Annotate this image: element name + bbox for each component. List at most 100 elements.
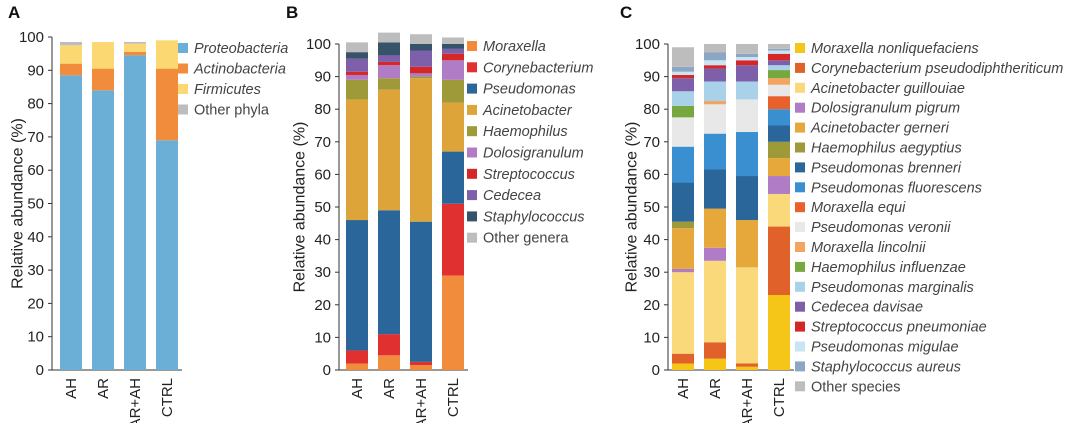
bar-segment-pseudomonas-fluorescens xyxy=(672,146,694,183)
bar-segment-moraxella-lincolnii xyxy=(768,78,790,85)
legend-swatch xyxy=(795,62,805,73)
legend-swatch xyxy=(795,261,805,272)
bar-segment-proteobacteria xyxy=(60,75,82,371)
y-tick-label: 10 xyxy=(643,329,660,346)
y-tick-label: 90 xyxy=(27,62,44,79)
x-tick-label: AR+AH xyxy=(739,378,756,423)
bar-segment-staphylococcus-aureus xyxy=(704,52,726,61)
y-tick-label: 90 xyxy=(643,69,660,86)
bar-segment-moraxella-equi xyxy=(768,96,790,110)
bar-segment-pseudomonas-veronii xyxy=(768,84,790,97)
bar-segment-pseudomonas xyxy=(346,220,368,351)
bar-segment-pseudomonas-veronii xyxy=(736,99,758,133)
bar-segment-streptococcus xyxy=(378,61,400,66)
bar-segment-acinetobacter-gerneri xyxy=(736,220,758,268)
bar-segment-acinetobacter-gerneri xyxy=(768,158,790,177)
bar-segment-pseudomonas-brenneri xyxy=(736,176,758,221)
y-axis-label: Relative abundance (%) xyxy=(624,122,641,293)
bar-segment-staphylococcus-aureus xyxy=(736,53,758,58)
bar-segment-pseudomonas-brenneri xyxy=(768,125,790,142)
legend-label: Streptococcus pneumoniae xyxy=(811,320,987,336)
legend-swatch xyxy=(795,82,805,93)
legend-swatch xyxy=(467,62,477,73)
y-tick-label: 100 xyxy=(635,36,660,53)
bar-segment-moraxella-nonliquefaciens xyxy=(704,358,726,370)
bar-segment-acinetobacter-gerneri xyxy=(672,228,694,269)
bar-segment-staphylococcus-aureus xyxy=(672,66,694,72)
legend-swatch xyxy=(795,43,805,53)
bar-segment-corynebacterium-pseudodiphtheriticum xyxy=(768,226,790,296)
x-tick-label: AR xyxy=(381,378,398,399)
bar-segment-haemophilus-influenzae xyxy=(672,105,694,118)
bar-stack-ar-ah xyxy=(124,41,146,370)
legend-label: Moraxella lincolnii xyxy=(811,240,926,256)
bar-segment-pseudomonas-fluorescens xyxy=(768,109,790,126)
bar-stack-ar xyxy=(92,41,114,370)
y-tick-label: 70 xyxy=(314,134,331,151)
y-axis-label: Relative abundance (%) xyxy=(10,118,27,289)
bar-segment-corynebacterium xyxy=(378,334,400,356)
y-tick-label: 0 xyxy=(323,362,331,379)
bar-segment-pseudomonas-fluorescens xyxy=(704,133,726,170)
legend-label: Pseudomonas brenneri xyxy=(811,160,962,176)
bar-stack-ar xyxy=(378,32,400,370)
bar-segment-moraxella xyxy=(378,355,400,370)
y-tick-label: 20 xyxy=(314,297,331,314)
bar-segment-pseudomonas-migulae xyxy=(736,57,758,61)
y-tick-label: 80 xyxy=(27,96,44,113)
legend-label: Pseudomonas marginalis xyxy=(811,280,974,296)
bar-segment-pseudomonas-migulae xyxy=(672,71,694,75)
bar-segment-other-genera xyxy=(378,32,400,43)
legend-swatch xyxy=(795,182,805,193)
x-tick-label: AH xyxy=(349,378,366,399)
bar-segment-haemophilus xyxy=(410,76,432,79)
legend-swatch xyxy=(795,361,805,372)
legend-swatch xyxy=(795,202,805,213)
bar-segment-other-species xyxy=(736,44,758,54)
bar-stack-ar-ah xyxy=(736,44,758,370)
legend-label: Acinetobacter xyxy=(482,103,573,119)
bar-segment-pseudomonas xyxy=(442,151,464,204)
x-tick-label: CTRL xyxy=(771,378,788,417)
legend-label: Corynebacterium xyxy=(483,60,593,76)
legend-label: Moraxella equi xyxy=(811,200,906,216)
bar-segment-cedecea xyxy=(410,50,432,67)
y-tick-label: 30 xyxy=(643,264,660,281)
bar-segment-corynebacterium xyxy=(410,361,432,366)
legend-swatch xyxy=(795,381,805,392)
bar-segment-corynebacterium xyxy=(346,350,368,364)
bar-segment-pseudomonas-veronii xyxy=(704,104,726,134)
bar-segment-firmicutes xyxy=(124,43,146,52)
bar-segment-pseudomonas-marginalis xyxy=(768,65,790,71)
legend-swatch xyxy=(795,341,805,352)
bar-segment-pseudomonas-veronii xyxy=(672,117,694,147)
panel-letter: C xyxy=(620,3,632,22)
legend: Moraxella nonliquefaciens Corynebacterium… xyxy=(795,41,1063,395)
legend-swatch xyxy=(795,281,805,292)
legend-label: Pseudomonas veronii xyxy=(811,220,951,236)
y-tick-label: 20 xyxy=(643,297,660,314)
legend-label: Pseudomonas migulae xyxy=(811,340,959,356)
legend-swatch xyxy=(467,147,477,158)
bar-segment-other-phyla xyxy=(124,41,146,44)
bar-segment-corynebacterium xyxy=(442,203,464,276)
y-tick-label: 80 xyxy=(643,101,660,118)
bar-stack-ctrl xyxy=(768,44,790,370)
bar-segment-acinetobacter xyxy=(442,102,464,152)
bar-segment-moraxella-lincolnii xyxy=(704,101,726,105)
y-tick-label: 90 xyxy=(314,69,331,86)
bar-segment-haemophilus xyxy=(346,79,368,100)
bar-segment-pseudomonas-brenneri xyxy=(672,182,694,222)
bar-segment-dolosigranulum xyxy=(442,60,464,80)
bar-segment-streptococcus xyxy=(442,53,464,61)
bar-segment-cedecea xyxy=(378,55,400,62)
legend-swatch xyxy=(467,126,477,137)
bar-segment-moraxella xyxy=(442,275,464,370)
legend-label: Firmicutes xyxy=(194,82,261,98)
bar-segment-proteobacteria xyxy=(156,140,178,370)
y-tick-label: 0 xyxy=(652,362,660,379)
panel-letter: A xyxy=(8,3,20,22)
bar-segment-corynebacterium-pseudodiphtheriticum xyxy=(672,353,694,364)
legend: Proteobacteria Actinobacteria Firmicutes Ot… xyxy=(178,41,288,119)
bar-stack-ctrl xyxy=(442,37,464,370)
